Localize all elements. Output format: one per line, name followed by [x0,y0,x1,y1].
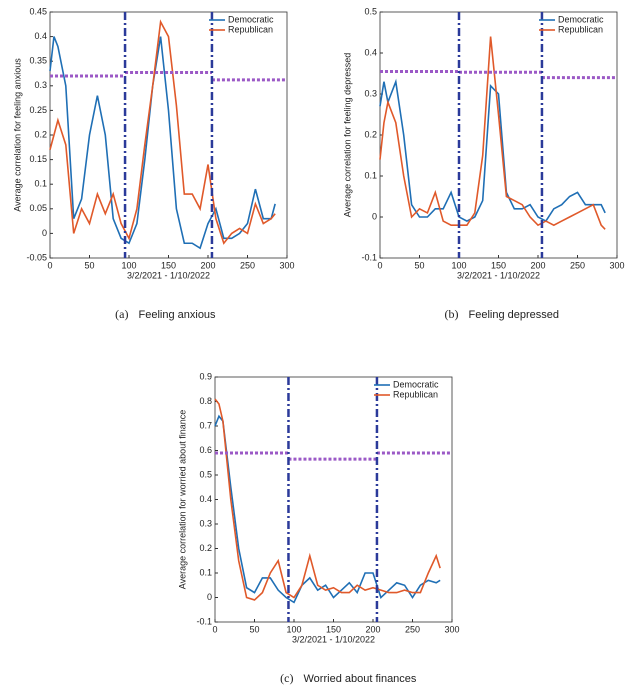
y-tick-label: 0.1 [34,179,47,189]
legend-label: Democratic [228,14,274,24]
x-tick-label: 50 [414,260,424,270]
x-tick-label: 250 [570,260,585,270]
series-line [214,398,441,601]
x-tick-label: 150 [491,260,506,270]
y-tick-label: 0.6 [199,445,212,455]
y-tick-label: 0.2 [34,129,47,139]
y-tick-label: 0.5 [364,6,377,16]
y-tick-label: 0 [42,228,47,238]
x-tick-label: 100 [121,260,136,270]
y-tick-label: 0.4 [199,494,212,504]
x-tick-label: 250 [240,260,255,270]
x-tick-label: 300 [609,260,624,270]
y-tick-label: -0.05 [26,252,47,262]
legend-label: Democratic [558,14,604,24]
legend-label: Republican [393,389,438,399]
y-tick-label: 0.4 [364,47,377,57]
plot-frame [379,11,618,259]
x-tick-label: 300 [444,624,459,634]
x-tick-label: 200 [365,624,380,634]
y-tick-label: 0.15 [29,154,47,164]
y-tick-label: 0.1 [199,567,212,577]
series-line [379,78,606,223]
legend-label: Republican [228,24,273,34]
x-tick-label: 0 [47,260,52,270]
y-tick-label: -0.1 [196,616,212,626]
y-tick-label: 0.4 [34,31,47,41]
y-axis-label: Average correlation for worried about fi… [177,410,187,589]
y-tick-label: 0.1 [364,170,377,180]
y-tick-label: -0.1 [361,252,377,262]
x-tick-label: 150 [161,260,176,270]
legend-label: Democratic [393,379,439,389]
x-tick-label: 200 [530,260,545,270]
legend-label: Republican [558,24,603,34]
y-tick-label: 0.05 [29,203,47,213]
series-line [379,36,606,230]
x-axis-label: 3/2/2021 - 1/10/2022 [292,634,375,644]
y-tick-label: 0.3 [34,80,47,90]
y-axis-label: Average correlation for feeling depresse… [342,53,352,217]
caption-label: (a) [115,307,128,321]
x-tick-label: 100 [451,260,466,270]
x-tick-label: 0 [212,624,217,634]
caption: Feeling anxious [139,309,217,321]
x-tick-label: 50 [84,260,94,270]
y-axis-label: Average correlation for feeling anxious [12,58,22,212]
y-tick-label: 0.2 [199,543,212,553]
x-tick-label: 0 [377,260,382,270]
y-tick-label: 0.7 [199,420,212,430]
x-axis-label: 3/2/2021 - 1/10/2022 [127,270,210,280]
plot-frame [214,376,453,623]
caption: Feeling depressed [469,309,560,321]
y-tick-label: 0 [207,592,212,602]
y-tick-label: 0.3 [199,518,212,528]
caption-label: (c) [280,671,293,685]
series-line [49,19,276,245]
x-tick-label: 100 [286,624,301,634]
x-tick-label: 300 [279,260,294,270]
series-line [49,36,276,250]
caption-label: (b) [445,307,459,321]
y-tick-label: 0.3 [364,88,377,98]
x-axis-label: 3/2/2021 - 1/10/2022 [457,270,540,280]
series-line [214,414,441,604]
x-tick-label: 50 [249,624,259,634]
y-tick-label: 0.5 [199,469,212,479]
y-tick-label: 0.2 [364,129,377,139]
y-tick-label: 0 [372,211,377,221]
caption: Worried about finances [304,673,417,685]
y-tick-label: 0.25 [29,105,47,115]
x-tick-label: 200 [200,260,215,270]
y-tick-label: 0.8 [199,396,212,406]
y-tick-label: 0.45 [29,6,47,16]
y-tick-label: 0.9 [199,371,212,381]
x-tick-label: 150 [326,624,341,634]
x-tick-label: 250 [405,624,420,634]
y-tick-label: 0.35 [29,56,47,66]
